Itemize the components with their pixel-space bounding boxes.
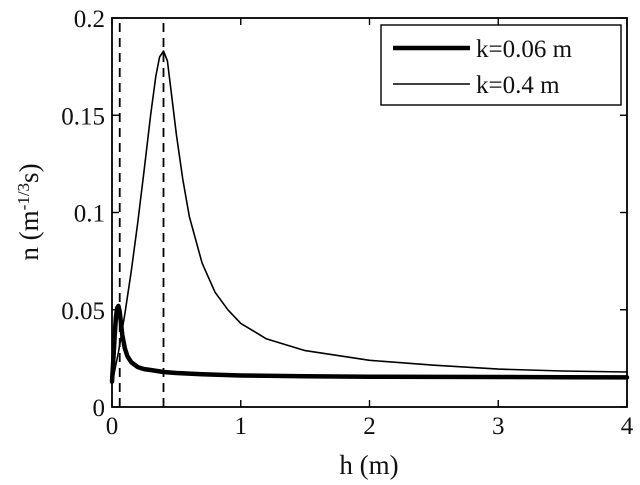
y-axis-label-group: n (m-1/3s) bbox=[14, 163, 45, 260]
x-axis-ticks: 0 1 2 3 4 bbox=[106, 18, 634, 440]
y-axis-ticks: 0 0.05 0.1 0.15 0.2 bbox=[61, 6, 627, 422]
x-tick-label: 4 bbox=[621, 413, 634, 440]
x-tick-label: 0 bbox=[106, 413, 119, 440]
x-tick-label: 2 bbox=[363, 413, 376, 440]
y-tick-label: 0 bbox=[93, 395, 106, 422]
y-tick-label: 0.2 bbox=[74, 6, 105, 33]
y-axis-label-prefix: n (m bbox=[14, 210, 44, 260]
y-tick-label: 0.05 bbox=[61, 298, 105, 325]
x-tick-label: 1 bbox=[235, 413, 248, 440]
legend-label-k-0-4: k=0.4 m bbox=[476, 72, 560, 99]
y-tick-label: 0.1 bbox=[74, 201, 105, 228]
y-axis-label: n (m-1/3s) bbox=[14, 163, 45, 260]
series-line-0 bbox=[109, 303, 630, 384]
data-series bbox=[109, 50, 630, 385]
x-tick-label: 3 bbox=[492, 413, 505, 440]
y-tick-label: 0.15 bbox=[61, 103, 105, 130]
x-axis-label: h (m) bbox=[339, 450, 398, 480]
legend-label-k-0-06: k=0.06 m bbox=[476, 36, 573, 63]
y-axis-label-suffix: s) bbox=[14, 163, 44, 183]
legend: k=0.06 m k=0.4 m bbox=[380, 24, 622, 106]
series-line-1 bbox=[111, 50, 628, 385]
legend-box bbox=[380, 24, 622, 106]
y-axis-label-superscript: -1/3 bbox=[14, 183, 33, 210]
